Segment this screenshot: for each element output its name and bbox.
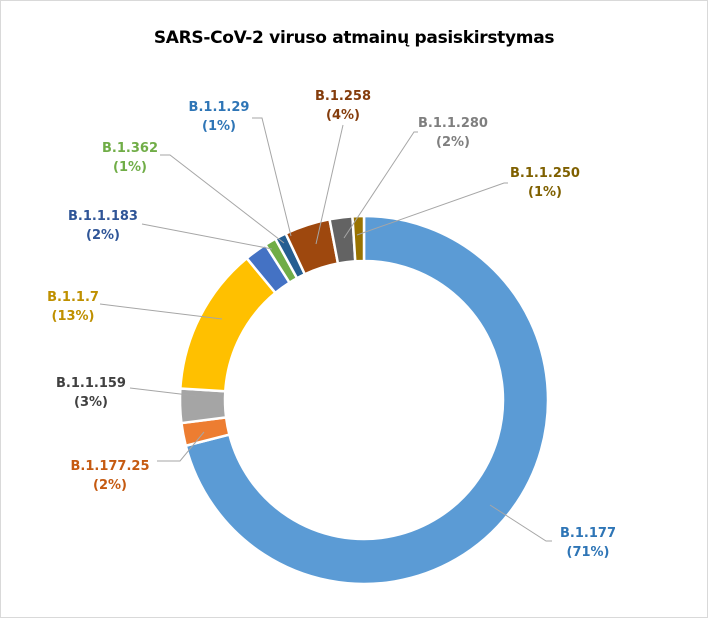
data-label-percent: (4%) bbox=[326, 108, 360, 123]
data-label-name: B.1.177.25 bbox=[71, 459, 150, 474]
leader-line-B.1.1.7 bbox=[99, 303, 223, 320]
leader-line-B.1.1.29 bbox=[252, 117, 292, 237]
chart-title: SARS-CoV-2 viruso atmainų pasiskirstymas bbox=[153, 28, 555, 48]
leader-line-B.1.1.159 bbox=[129, 387, 198, 397]
data-label-percent: (71%) bbox=[567, 545, 610, 560]
data-label-name: B.1.177 bbox=[560, 526, 616, 541]
leader-line-B.1.177 bbox=[489, 504, 552, 542]
slice-B.1.1.250[interactable] bbox=[351, 214, 366, 263]
leader-line-B.1.258 bbox=[315, 124, 344, 245]
slices bbox=[178, 214, 550, 586]
data-label-percent: (2%) bbox=[93, 478, 127, 493]
leader-line-B.1.1.250 bbox=[356, 182, 508, 236]
leader-line-B.1.362 bbox=[160, 154, 285, 244]
data-label-name: B.1.1.159 bbox=[56, 376, 126, 391]
data-label-percent: (2%) bbox=[436, 135, 470, 150]
data-label-percent: (2%) bbox=[86, 228, 120, 243]
data-label-name: B.1.1.183 bbox=[68, 209, 138, 224]
data-label-percent: (3%) bbox=[74, 395, 108, 410]
leader-line-B.1.177.25 bbox=[157, 431, 205, 462]
data-label-name: B.1.1.250 bbox=[510, 166, 580, 181]
data-label-name: B.1.1.280 bbox=[418, 116, 488, 131]
data-label-name: B.1.1.29 bbox=[189, 100, 250, 115]
data-label-name: B.1.258 bbox=[315, 89, 371, 104]
slice-B.1.1.7[interactable] bbox=[179, 256, 278, 393]
data-label-percent: (1%) bbox=[528, 185, 562, 200]
data-label-percent: (1%) bbox=[202, 119, 236, 134]
leader-line-B.1.1.183 bbox=[141, 223, 273, 250]
data-label-percent: (1%) bbox=[113, 160, 147, 175]
data-label-name: B.1.362 bbox=[102, 141, 158, 156]
slice-B.1.1.159[interactable] bbox=[178, 387, 228, 425]
data-label-name: B.1.1.7 bbox=[47, 290, 99, 305]
leader-line-B.1.1.280 bbox=[343, 131, 418, 239]
slice-B.1.177[interactable] bbox=[184, 214, 550, 586]
data-label-percent: (13%) bbox=[52, 309, 95, 324]
